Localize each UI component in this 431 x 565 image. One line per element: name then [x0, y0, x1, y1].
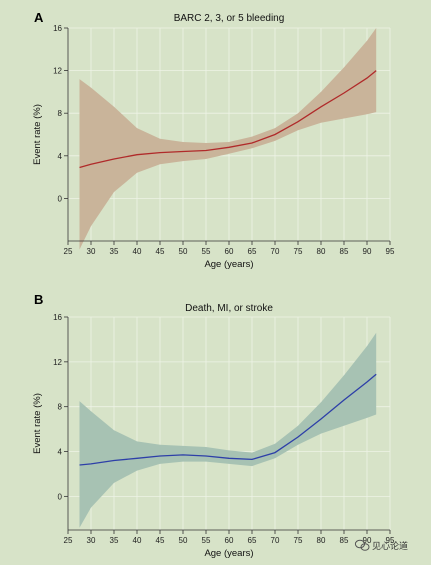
- x-tick-label: 35: [110, 247, 119, 256]
- series-line: [79, 70, 377, 169]
- x-tick-label: 50: [179, 536, 188, 545]
- x-tick-label: 50: [179, 247, 188, 256]
- x-tick-label: 45: [156, 247, 165, 256]
- x-tick-label: 85: [340, 536, 349, 545]
- x-tick-label: 45: [156, 536, 165, 545]
- x-tick-label: 80: [317, 247, 326, 256]
- x-tick-label: 55: [202, 247, 211, 256]
- x-axis-title: Age (years): [204, 259, 253, 270]
- x-tick-label: 60: [225, 536, 234, 545]
- x-tick-label: 80: [317, 536, 326, 545]
- y-tick-label: 8: [58, 109, 63, 118]
- y-tick-label: 12: [53, 358, 62, 367]
- x-tick-label: 60: [225, 247, 234, 256]
- confidence-band: [79, 28, 377, 250]
- confidence-band: [79, 332, 377, 528]
- y-tick-label: 16: [53, 313, 62, 322]
- x-tick-label: 40: [133, 247, 142, 256]
- x-tick-label: 65: [248, 536, 257, 545]
- y-axis-title: Event rate (%): [32, 104, 43, 165]
- y-tick-label: 12: [53, 67, 62, 76]
- chart-title: BARC 2, 3, or 5 bleeding: [174, 13, 285, 24]
- x-tick-label: 70: [271, 536, 280, 545]
- x-tick-label: 25: [64, 247, 73, 256]
- x-tick-label: 30: [87, 536, 96, 545]
- x-tick-label: 35: [110, 536, 119, 545]
- x-tick-label: 40: [133, 536, 142, 545]
- x-tick-label: 75: [294, 247, 303, 256]
- chart-title: Death, MI, or stroke: [185, 303, 273, 314]
- x-tick-label: 65: [248, 247, 257, 256]
- x-axis-title: Age (years): [204, 548, 253, 559]
- y-tick-label: 16: [53, 24, 62, 33]
- y-axis-title: Event rate (%): [32, 393, 43, 454]
- y-tick-label: 4: [58, 448, 63, 457]
- x-tick-label: 90: [363, 536, 372, 545]
- watermark: 见心论道: [354, 539, 408, 551]
- y-tick-label: 0: [58, 194, 63, 203]
- x-tick-label: 90: [363, 247, 372, 256]
- x-tick-label: 95: [386, 536, 395, 545]
- x-tick-label: 30: [87, 247, 96, 256]
- series-line: [79, 373, 377, 466]
- x-tick-label: 95: [386, 247, 395, 256]
- watermark-text: 见心论道: [372, 540, 408, 551]
- y-tick-label: 8: [58, 403, 63, 412]
- y-tick-label: 0: [58, 492, 63, 501]
- x-tick-label: 25: [64, 536, 73, 545]
- x-tick-label: 55: [202, 536, 211, 545]
- x-tick-label: 70: [271, 247, 280, 256]
- x-tick-label: 85: [340, 247, 349, 256]
- panel-letter: B: [34, 292, 43, 307]
- panel-letter: A: [34, 10, 44, 25]
- y-tick-label: 4: [58, 152, 63, 161]
- x-tick-label: 75: [294, 536, 303, 545]
- wechat-icon: [354, 539, 370, 551]
